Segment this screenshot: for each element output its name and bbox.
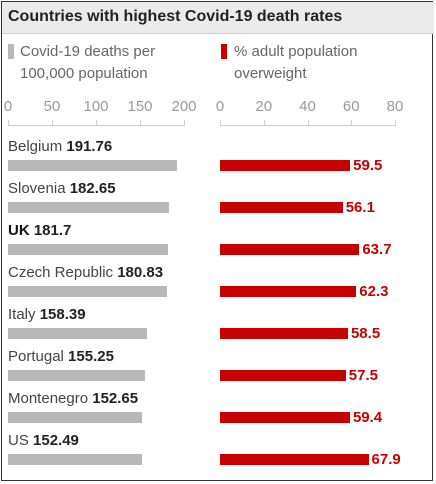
deaths-legend-line1: Covid-19 deaths per (20, 43, 156, 60)
deaths-legend-line2: 100,000 population (20, 65, 148, 82)
deaths-bar (8, 412, 143, 423)
country-name: Czech Republic (8, 264, 118, 281)
overweight-bar (220, 412, 350, 423)
deaths-tick-mark (52, 120, 53, 126)
deaths-bar (8, 202, 169, 213)
country-name: Montenegro (8, 390, 93, 407)
country-name: US (8, 432, 34, 449)
deaths-tick-label: 100 (83, 98, 109, 115)
deaths-tick-label: 200 (171, 98, 197, 115)
deaths-tick-label: 150 (127, 98, 153, 115)
deaths-bar (8, 370, 145, 381)
deaths-tick-mark (140, 120, 141, 126)
deaths-tick-mark (184, 120, 185, 126)
overweight-value-label: 67.9 (371, 451, 401, 468)
deaths-tick-mark (96, 120, 97, 126)
overweight-axis-line (220, 125, 395, 126)
deaths-value-label: 152.65 (92, 390, 139, 407)
country-name: UK (8, 222, 34, 239)
overweight-bar (220, 244, 360, 255)
deaths-legend-swatch (8, 44, 14, 59)
overweight-bar (220, 160, 351, 171)
country-label: UK 181.7 (8, 222, 71, 239)
overweight-tick-mark (395, 120, 396, 126)
overweight-tick-label: 60 (342, 98, 360, 115)
country-name: Belgium (8, 138, 67, 155)
overweight-bar (220, 286, 357, 297)
deaths-bar (8, 328, 148, 339)
overweight-value-label: 59.5 (353, 157, 383, 174)
country-name: Italy (8, 306, 40, 323)
country-label: Italy 158.39 (8, 306, 86, 323)
overweight-value-label: 58.5 (350, 325, 381, 342)
overweight-tick-label: 20 (255, 98, 273, 115)
deaths-value-label: 155.25 (68, 348, 114, 365)
overweight-tick-mark (308, 120, 309, 126)
overweight-tick-mark (220, 120, 221, 126)
overweight-tick-label: 0 (215, 98, 225, 115)
country-label: Czech Republic 180.83 (8, 264, 163, 281)
deaths-bar (8, 454, 143, 465)
deaths-value-label: 152.49 (33, 432, 79, 449)
deaths-value-label: 181.7 (33, 222, 72, 239)
country-label: US 152.49 (8, 432, 79, 449)
overweight-legend-line2: overweight (234, 65, 307, 82)
title-bar: Countries with highest Covid-19 death ra… (2, 2, 434, 34)
overweight-value-label: 57.5 (348, 367, 378, 384)
overweight-value-label: 62.3 (359, 283, 389, 300)
deaths-bar (8, 286, 168, 297)
overweight-tick-mark (264, 120, 265, 126)
deaths-tick-label: 0 (3, 98, 13, 115)
overweight-value-label: 63.7 (362, 241, 392, 258)
deaths-bar (8, 160, 177, 171)
overweight-legend-swatch (221, 44, 227, 59)
overweight-tick-mark (351, 120, 352, 126)
country-label: Portugal 155.25 (8, 348, 114, 365)
deaths-value-label: 191.76 (66, 138, 113, 155)
deaths-axis-line (8, 125, 184, 126)
deaths-tick-mark (8, 120, 9, 126)
deaths-value-label: 180.83 (117, 264, 164, 281)
overweight-tick-label: 80 (386, 98, 404, 115)
overweight-value-label: 59.4 (352, 409, 383, 426)
overweight-bar (220, 454, 369, 465)
overweight-tick-label: 40 (299, 98, 316, 115)
overweight-value-label: 56.1 (345, 199, 375, 216)
country-label: Belgium 191.76 (8, 138, 112, 155)
deaths-value-label: 158.39 (39, 306, 86, 323)
overweight-legend-line1: % adult population (234, 43, 358, 60)
chart-title: Countries with highest Covid-19 death ra… (8, 8, 343, 25)
overweight-bar (220, 328, 348, 339)
deaths-bar (8, 244, 168, 255)
deaths-value-label: 182.65 (69, 180, 116, 197)
country-label: Slovenia 182.65 (8, 180, 116, 197)
overweight-bar (220, 370, 346, 381)
overweight-bar (220, 202, 343, 213)
country-label: Montenegro 152.65 (8, 390, 138, 407)
country-name: Slovenia (8, 180, 70, 197)
deaths-tick-label: 50 (43, 98, 61, 115)
country-name: Portugal (8, 348, 69, 365)
